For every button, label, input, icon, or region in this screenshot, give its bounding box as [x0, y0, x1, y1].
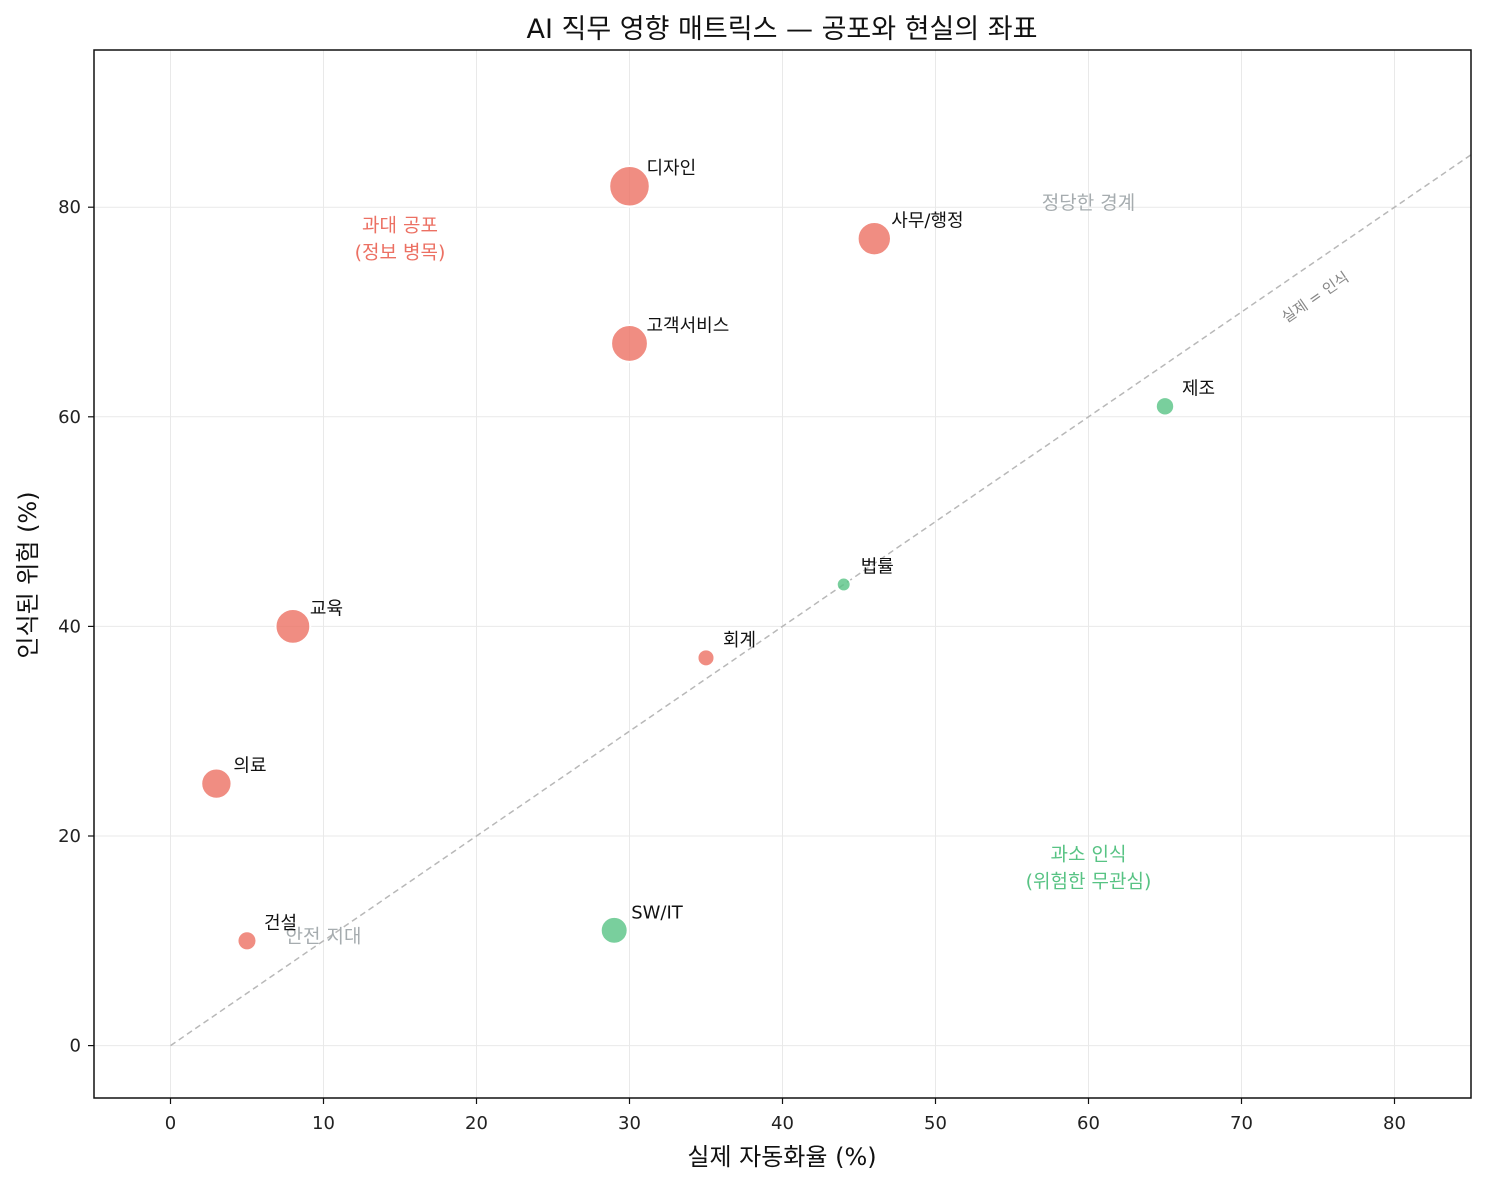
- x-axis-label: 실제 자동화율 (%): [687, 1143, 876, 1171]
- point-label: 교육: [310, 598, 343, 619]
- zone-label-line: 과소 인식: [1051, 843, 1127, 865]
- data-point: [1154, 396, 1176, 417]
- data-point: [696, 648, 716, 668]
- zone-label-line: (위험한 무관심): [1026, 870, 1152, 892]
- y-tick-label: 20: [58, 826, 81, 847]
- x-tick-label: 60: [1077, 1113, 1100, 1134]
- chart-title: AI 직무 영향 매트릭스 — 공포와 현실의 좌표: [527, 14, 1038, 45]
- data-point: [236, 930, 258, 952]
- zone-label: 과대 공포 (정보 병목): [355, 215, 446, 264]
- y-axis-label: 인식된 위험 (%): [14, 491, 42, 658]
- point-label: 사무/행정: [891, 211, 963, 232]
- y-tick-label: 40: [58, 616, 81, 637]
- diagonal-reference-line: [170, 154, 1472, 1047]
- x-tick-label: 30: [618, 1113, 641, 1134]
- grid: [94, 50, 1471, 1098]
- axis-ticks: 0 10 20 30 40 50 60 70 80 0 20 40 60 80: [58, 197, 1406, 1134]
- y-tick-label: 80: [58, 197, 81, 218]
- x-tick-label: 80: [1383, 1113, 1406, 1134]
- zone-label: 안전 지대: [286, 926, 362, 948]
- x-tick-label: 70: [1230, 1113, 1253, 1134]
- diagonal-label: 실제 = 인식: [1278, 268, 1352, 327]
- point-label: 회계: [723, 630, 756, 651]
- zone-label-line: 정당한 경계: [1042, 192, 1135, 214]
- data-point: [835, 576, 852, 593]
- zone-label: 과소 인식 (위험한 무관심): [1026, 843, 1152, 892]
- x-tick-label: 10: [312, 1113, 335, 1134]
- zone-label: 정당한 경계: [1042, 192, 1135, 214]
- point-label: 디자인: [647, 158, 697, 179]
- data-point: [200, 767, 233, 800]
- y-tick-label: 60: [58, 407, 81, 428]
- data-point: [610, 324, 649, 363]
- point-label: 고객서비스: [647, 315, 730, 336]
- x-tick-label: 20: [465, 1113, 488, 1134]
- data-point: [599, 915, 629, 945]
- data-point: [856, 220, 892, 257]
- point-label: 건설: [264, 913, 297, 934]
- x-tick-label: 40: [771, 1113, 794, 1134]
- data-points: [200, 164, 1176, 952]
- data-point: [608, 164, 651, 208]
- point-label: SW/IT: [631, 902, 684, 923]
- zone-label-line: 과대 공포: [362, 215, 438, 237]
- zone-label-line: (정보 병목): [355, 242, 446, 264]
- point-label: 제조: [1182, 378, 1215, 399]
- point-label: 의료: [233, 756, 266, 777]
- zone-label-line: 안전 지대: [286, 926, 362, 948]
- x-tick-label: 50: [924, 1113, 947, 1134]
- x-tick-label: 0: [165, 1113, 176, 1134]
- y-tick-label: 0: [70, 1036, 81, 1057]
- data-point: [274, 608, 312, 645]
- point-label: 법률: [861, 556, 894, 577]
